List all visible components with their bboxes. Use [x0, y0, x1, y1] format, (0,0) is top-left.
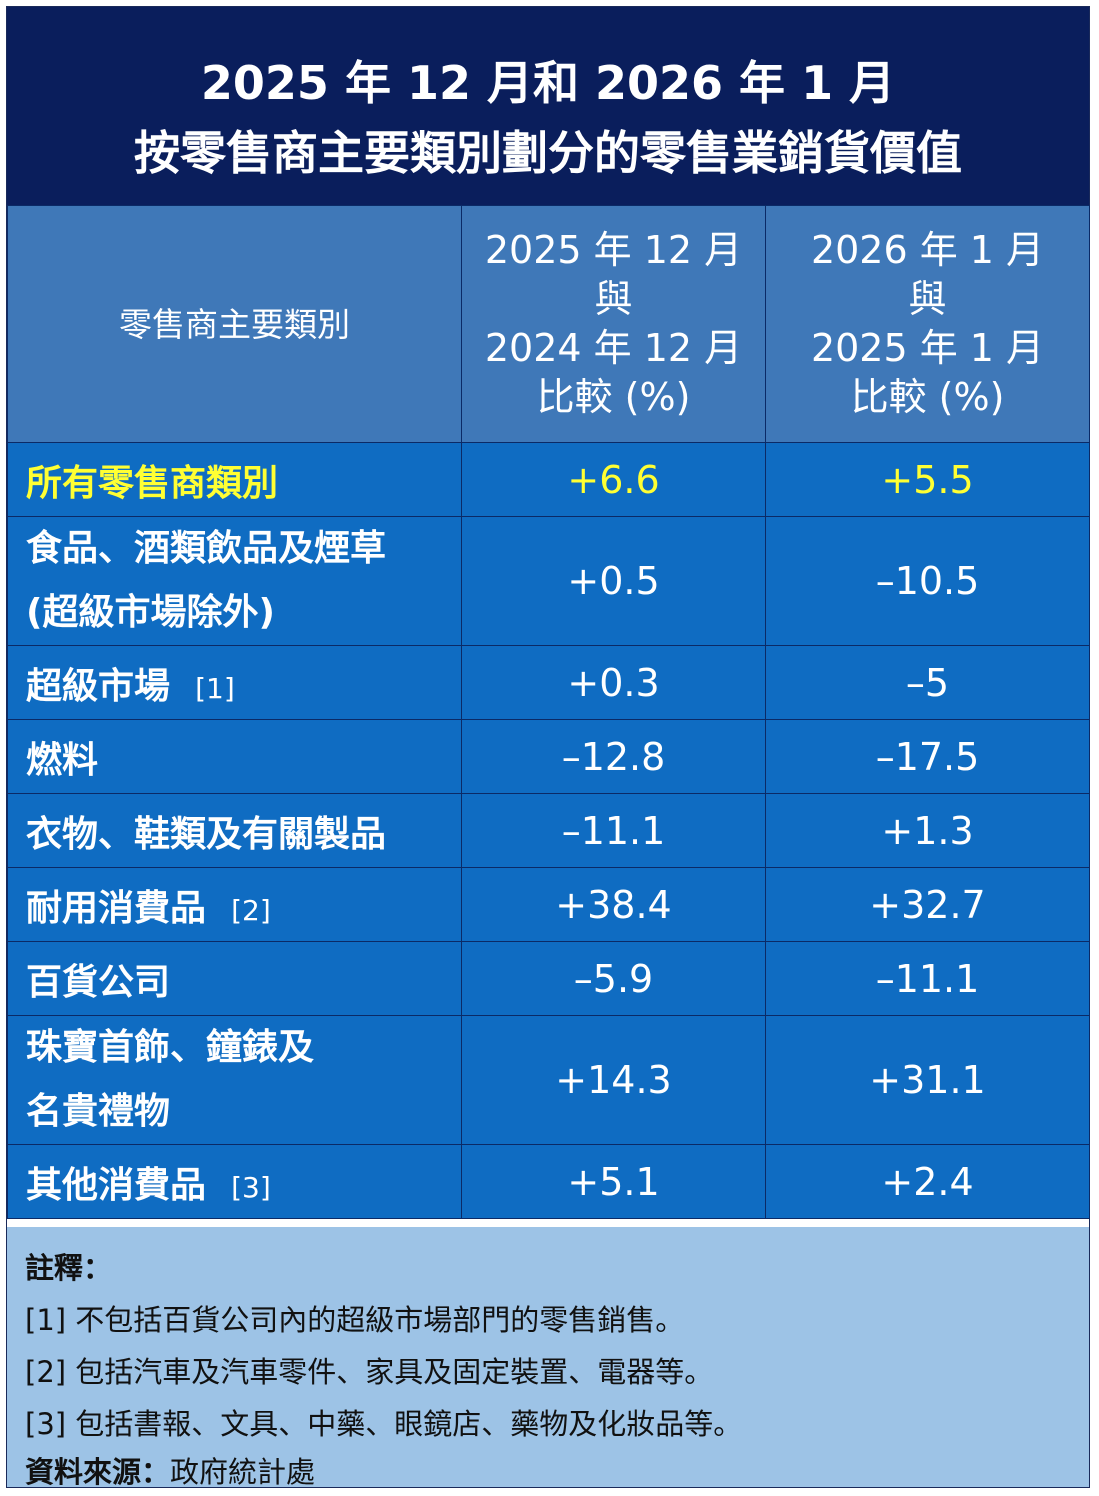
row-name: 百貨公司 [7, 941, 462, 1016]
row-value-dec: –12.8 [461, 719, 766, 794]
row-value-dec: +0.3 [461, 645, 766, 720]
table-row: 其他消費品 [3] +5.1 +2.4 [7, 1144, 1090, 1219]
row-value-dec: +0.5 [461, 516, 766, 646]
row-name: 燃料 [7, 719, 462, 794]
footnote-ref: [2] [231, 893, 271, 927]
row-value-dec: +38.4 [461, 867, 766, 942]
row-name: 珠寶首飾、鐘錶及 名貴禮物 [7, 1015, 462, 1145]
table-row: 燃料 –12.8 –17.5 [7, 719, 1090, 794]
row-name: 衣物、鞋類及有關製品 [7, 793, 462, 868]
row-name: 耐用消費品 [2] [7, 867, 462, 942]
table-row: 百貨公司 –5.9 –11.1 [7, 941, 1090, 1016]
notes-section: 註釋： [1] 不包括百貨公司內的超級市場部門的零售銷售。 [2] 包括汽車及汽… [7, 1227, 1089, 1489]
notes-heading: 註釋： [25, 1251, 113, 1285]
sales-table: 零售商主要類別 2025 年 12 月與 2024 年 12 月比較 (%) 20… [7, 205, 1090, 1219]
row-value-jan: –5 [765, 645, 1090, 720]
source-value: 政府統計處 [170, 1455, 316, 1489]
retail-sales-card: 2025 年 12 月和 2026 年 1 月 按零售商主要類別劃分的零售業銷貨… [6, 6, 1090, 1489]
row-value-dec: +6.6 [461, 442, 766, 517]
note-item: [1] 不包括百貨公司內的超級市場部門的零售銷售。 [25, 1303, 685, 1337]
table-row: 衣物、鞋類及有關製品 –11.1 +1.3 [7, 793, 1090, 868]
row-value-jan: +2.4 [765, 1144, 1090, 1219]
row-value-dec: +5.1 [461, 1144, 766, 1219]
header-col-1: 2025 年 12 月與 2024 年 12 月比較 (%) [461, 205, 766, 443]
row-name: 超級市場 [1] [7, 645, 462, 720]
row-value-dec: –5.9 [461, 941, 766, 1016]
table-row: 超級市場 [1] +0.3 –5 [7, 645, 1090, 720]
row-value-jan: –17.5 [765, 719, 1090, 794]
source-label: 資料來源： [25, 1455, 171, 1489]
row-name: 所有零售商類別 [7, 442, 462, 517]
source-line: 資料來源：政府統計處 [25, 1449, 315, 1491]
row-name: 其他消費品 [3] [7, 1144, 462, 1219]
row-value-jan: +5.5 [765, 442, 1090, 517]
row-name: 食品、酒類飲品及煙草 (超級市場除外) [7, 516, 462, 646]
footnote-ref: [3] [231, 1170, 271, 1204]
title-line-2: 按零售商主要類別劃分的零售業銷貨價值 [134, 126, 962, 180]
table-row: 耐用消費品 [2] +38.4 +32.7 [7, 867, 1090, 942]
row-value-dec: +14.3 [461, 1015, 766, 1145]
title-banner: 2025 年 12 月和 2026 年 1 月 按零售商主要類別劃分的零售業銷貨… [7, 7, 1089, 205]
row-value-jan: –10.5 [765, 516, 1090, 646]
footnote-ref: [1] [195, 671, 235, 705]
note-item: [2] 包括汽車及汽車零件、家具及固定裝置、電器等。 [25, 1355, 714, 1389]
header-category: 零售商主要類別 [7, 205, 462, 443]
table-row: 食品、酒類飲品及煙草 (超級市場除外) +0.5 –10.5 [7, 516, 1090, 646]
row-value-jan: +32.7 [765, 867, 1090, 942]
row-value-jan: +1.3 [765, 793, 1090, 868]
row-value-jan: –11.1 [765, 941, 1090, 1016]
header-col-2: 2026 年 1 月與 2025 年 1 月比較 (%) [765, 205, 1090, 443]
row-value-dec: –11.1 [461, 793, 766, 868]
table-row: 所有零售商類別 +6.6 +5.5 [7, 442, 1090, 517]
row-value-jan: +31.1 [765, 1015, 1090, 1145]
note-item: [3] 包括書報、文具、中藥、眼鏡店、藥物及化妝品等。 [25, 1407, 743, 1441]
title-line-1: 2025 年 12 月和 2026 年 1 月 [200, 56, 896, 110]
table-row: 珠寶首飾、鐘錶及 名貴禮物 +14.3 +31.1 [7, 1015, 1090, 1145]
